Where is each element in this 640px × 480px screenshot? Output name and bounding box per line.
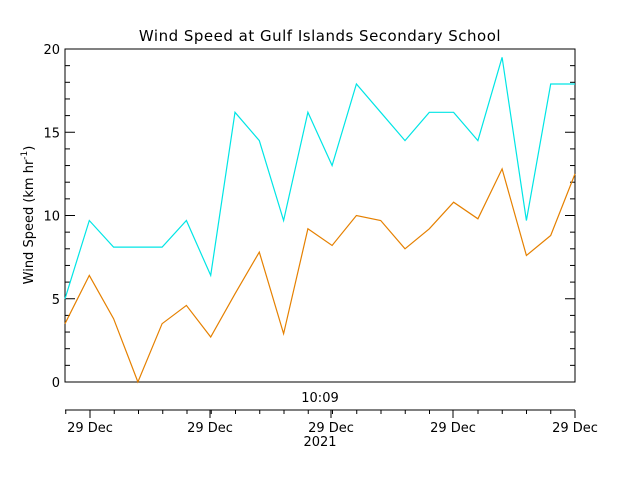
y-tick-label: 0	[52, 376, 60, 391]
time-label: 10:09	[301, 391, 338, 406]
y-tick-label: 20	[43, 43, 60, 58]
x-tick-label: 29 Dec	[67, 421, 113, 436]
series-lines	[64, 57, 576, 384]
y-axis-label-main: Wind Speed (km hr	[22, 159, 37, 284]
y-axis-label-sup: -1	[20, 151, 30, 160]
series-line-max-gust	[64, 57, 575, 299]
y-tick-label: 10	[43, 210, 60, 225]
y-tick-label: 15	[43, 126, 60, 141]
x-tick-label: 29 Dec	[187, 421, 233, 436]
y-axis-ticks: 0 5 10 15 20	[43, 43, 575, 391]
x-axis-ticks: 29 Dec 29 Dec 29 Dec 29 Dec 29 Dec	[65, 410, 598, 436]
y-axis-label-close: )	[22, 146, 37, 151]
y-tick-label: 5	[52, 293, 60, 308]
series-line-average	[64, 167, 576, 384]
x-tick-label: 29 Dec	[552, 421, 598, 436]
x-tick-label: 29 Dec	[308, 421, 354, 436]
plot-axes	[64, 48, 576, 411]
year-label: 2021	[303, 435, 336, 450]
y-axis-label: Wind Speed (km hr-1)	[20, 146, 37, 285]
chart-title: Wind Speed at Gulf Islands Secondary Sch…	[139, 27, 501, 45]
x-tick-label: 29 Dec	[430, 421, 476, 436]
plot-frame	[64, 48, 576, 383]
